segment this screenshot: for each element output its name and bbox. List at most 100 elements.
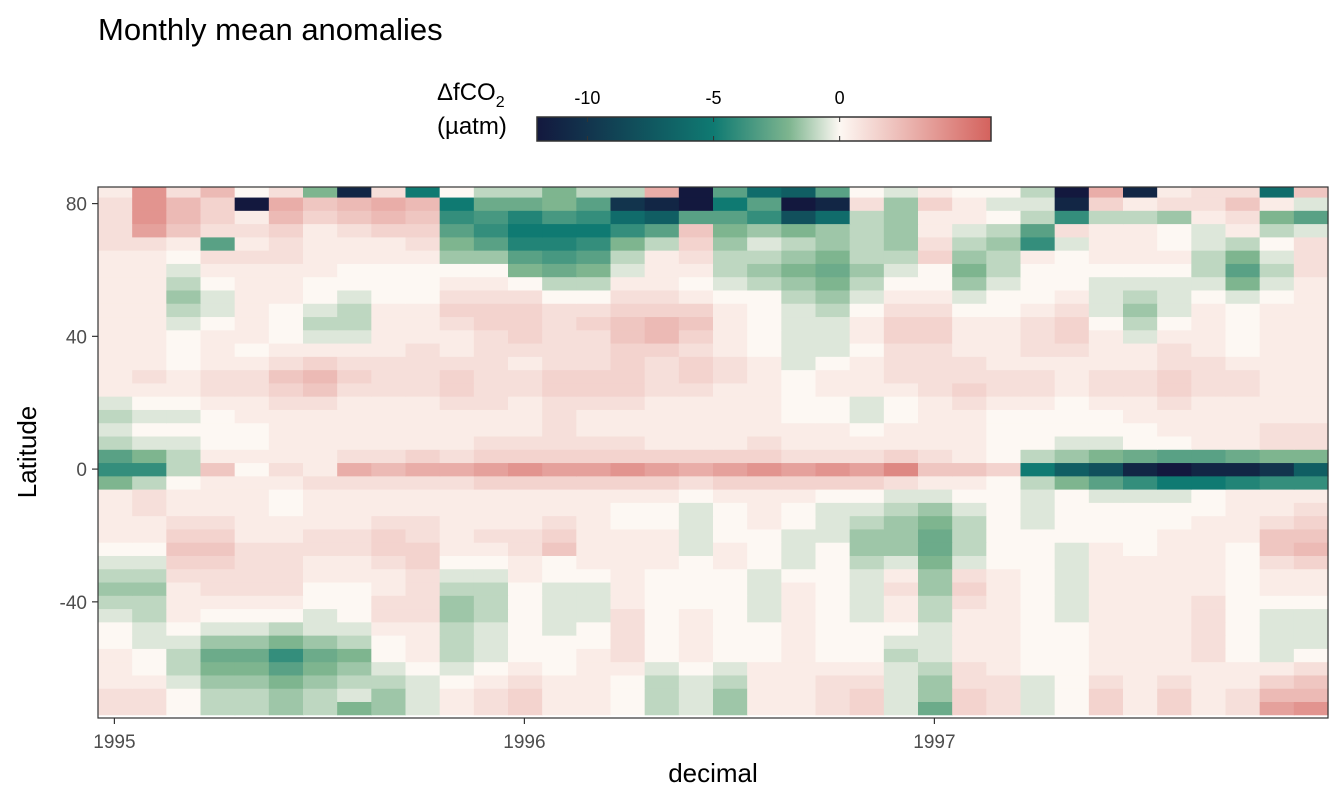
heatmap-cell (542, 568, 577, 583)
heatmap-cell (234, 276, 270, 291)
heatmap-cell (200, 701, 236, 716)
heatmap-cell (337, 489, 372, 503)
heatmap-cell (1293, 409, 1329, 424)
heatmap-cell (200, 276, 236, 291)
heatmap-cell (508, 236, 543, 251)
heatmap-cell (849, 369, 885, 384)
heatmap-cell (508, 342, 543, 357)
heatmap-cell (200, 595, 236, 610)
heatmap-cell (849, 263, 885, 278)
heatmap-cell (815, 303, 851, 318)
heatmap-cell (815, 674, 851, 689)
heatmap-cell (473, 635, 509, 649)
heatmap-cell (473, 581, 509, 596)
heatmap-cell (1088, 250, 1124, 264)
heatmap-cell (1259, 223, 1295, 238)
heatmap-cell (405, 187, 441, 198)
heatmap-cell (1191, 688, 1227, 702)
heatmap-cell (1054, 369, 1090, 384)
heatmap-cell (1293, 568, 1329, 583)
heatmap-cell (952, 528, 987, 543)
heatmap-cell (781, 515, 817, 530)
heatmap-cell (132, 542, 167, 556)
heatmap-cell (337, 542, 372, 556)
heatmap-cell (644, 435, 680, 450)
heatmap-cell (1088, 555, 1124, 570)
heatmap-cell (542, 528, 577, 543)
heatmap-cell (576, 210, 612, 225)
heatmap-cell (98, 701, 133, 716)
heatmap-cell (678, 542, 714, 556)
heatmap-cell (815, 435, 851, 450)
heatmap-cell (166, 674, 202, 689)
heatmap-cell (883, 289, 919, 304)
heatmap-cell (986, 250, 1022, 264)
heatmap-cell (678, 369, 714, 384)
heatmap-cell (405, 674, 441, 689)
heatmap-cell (1225, 382, 1261, 397)
heatmap-cell (303, 276, 338, 291)
heatmap-cell (644, 396, 680, 410)
heatmap-cell (1157, 542, 1192, 556)
heatmap-cell (1293, 635, 1329, 649)
heatmap-cell (1088, 595, 1124, 610)
heatmap-cell (610, 502, 646, 517)
heatmap-cell (781, 449, 817, 464)
heatmap-cell (1157, 621, 1192, 636)
heatmap-cell (371, 449, 407, 464)
heatmap-cell (1293, 449, 1329, 464)
heatmap-cell (644, 409, 680, 424)
heatmap-cell (166, 187, 202, 198)
heatmap-cell (1157, 528, 1192, 543)
heatmap-cell (781, 369, 817, 384)
heatmap-cell (1259, 369, 1295, 384)
heatmap-cell (98, 449, 133, 464)
heatmap-cell (1225, 621, 1261, 636)
heatmap-cell (268, 648, 304, 663)
heatmap-cell (98, 356, 133, 371)
heatmap-cell (473, 608, 509, 623)
heatmap-cell (405, 449, 441, 464)
heatmap-cell (542, 555, 577, 570)
heatmap-cell (952, 475, 987, 490)
heatmap-cell (918, 210, 953, 225)
heatmap-cell (405, 635, 441, 649)
heatmap-cell (713, 581, 748, 596)
heatmap-cell (268, 621, 304, 636)
heatmap-cell (952, 223, 987, 238)
heatmap-cell (986, 542, 1022, 556)
heatmap-cell (1293, 210, 1329, 225)
heatmap-cell (918, 515, 953, 530)
heatmap-cell (918, 369, 953, 384)
heatmap-cell (1191, 196, 1227, 211)
heatmap-cell (815, 688, 851, 702)
heatmap-cell (1191, 369, 1227, 384)
heatmap-cell (1259, 303, 1295, 318)
heatmap-cell (1123, 635, 1158, 649)
heatmap-cell (234, 515, 270, 530)
heatmap-cell (268, 369, 304, 384)
heatmap-cell (1157, 187, 1192, 198)
heatmap-cell (508, 263, 543, 278)
heatmap-cell (98, 515, 133, 530)
heatmap-cell (781, 356, 817, 371)
heatmap-cell (268, 528, 304, 543)
heatmap-cell (610, 568, 646, 583)
heatmap-cell (1191, 236, 1227, 251)
heatmap-cell (1123, 276, 1158, 291)
heatmap-cell (610, 449, 646, 464)
heatmap-cell (371, 555, 407, 570)
heatmap-cell (303, 555, 338, 570)
heatmap-cell (439, 674, 475, 689)
heatmap-cell (542, 581, 577, 596)
heatmap-cell (644, 701, 680, 716)
heatmap-cell (1293, 595, 1329, 610)
heatmap-cell (644, 356, 680, 371)
heatmap-cell (918, 422, 953, 437)
heatmap-cell (200, 502, 236, 517)
heatmap-cell (1225, 581, 1261, 596)
heatmap-cell (747, 263, 782, 278)
heatmap-cell (200, 409, 236, 424)
heatmap-cell (576, 187, 612, 198)
heatmap-cell (337, 342, 372, 357)
